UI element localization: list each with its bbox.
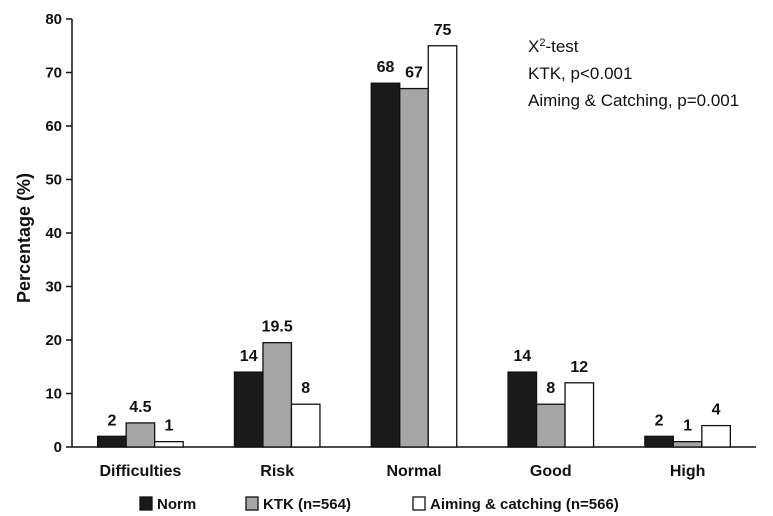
data-label: 2 <box>655 412 664 429</box>
bar <box>97 435 127 448</box>
x-category-label: Normal <box>386 463 441 480</box>
data-label: 4 <box>712 402 721 419</box>
y-tick-label: 50 <box>45 172 62 189</box>
bar <box>507 371 538 448</box>
data-label: 1 <box>683 418 692 435</box>
data-label: 4.5 <box>129 399 151 416</box>
data-label: 14 <box>240 348 258 365</box>
bar <box>564 382 595 448</box>
annotation-chi-symbol: X <box>528 37 539 56</box>
bar <box>427 45 458 448</box>
data-label: 1 <box>164 418 173 435</box>
y-tick-label: 20 <box>45 332 62 349</box>
annotation-test-label: -test <box>545 37 578 56</box>
y-axis-title: Percentage (%) <box>14 173 34 303</box>
y-tick-label: 40 <box>45 225 62 242</box>
legend-label: Aiming & catching (n=566) <box>430 496 619 513</box>
y-tick-label: 70 <box>45 65 62 82</box>
annotation-ktk-pvalue: KTK, p<0.001 <box>528 64 632 83</box>
legend-label: Norm <box>157 496 196 513</box>
y-tick-label: 10 <box>45 386 62 403</box>
bar <box>290 403 321 448</box>
legend-swatch <box>245 496 259 511</box>
y-tick-label: 60 <box>45 118 62 135</box>
data-label: 67 <box>405 65 423 82</box>
annotation-chi-superscript: 2 <box>539 37 545 49</box>
bar <box>644 435 674 448</box>
legend-swatch <box>412 496 426 511</box>
data-label: 68 <box>377 59 395 76</box>
data-label: 14 <box>513 348 531 365</box>
bars <box>97 45 731 448</box>
legend-label: KTK (n=564) <box>263 496 351 513</box>
data-label: 2 <box>107 412 116 429</box>
bar <box>701 424 731 448</box>
x-category-label: High <box>670 463 706 480</box>
bar <box>262 342 293 448</box>
chi-square-annotation: X2-test <box>528 37 579 56</box>
x-category-label: Risk <box>260 463 294 480</box>
y-tick-label: 30 <box>45 279 62 296</box>
legend-swatch <box>139 496 153 511</box>
legend: Norm KTK (n=564) Aiming & catching (n=566) <box>139 496 619 513</box>
data-label: 8 <box>301 380 310 397</box>
data-label: 12 <box>570 359 588 376</box>
x-category-label: Difficulties <box>100 463 182 480</box>
bar <box>125 422 156 448</box>
bar <box>672 440 703 448</box>
annotation-aiming-pvalue: Aiming & Catching, p=0.001 <box>528 91 739 110</box>
bar <box>535 403 566 448</box>
data-label: 75 <box>434 22 452 39</box>
y-tick-label: 0 <box>54 439 62 456</box>
data-label: 8 <box>546 380 555 397</box>
axes: 0 10 20 30 40 50 60 70 80 Difficulties Risk Normal G… <box>45 11 756 480</box>
data-label: 19.5 <box>262 319 293 336</box>
bar <box>233 371 264 448</box>
bar <box>399 87 429 448</box>
bar <box>153 440 184 448</box>
bar <box>370 82 401 448</box>
x-category-label: Good <box>530 463 572 480</box>
y-tick-label: 80 <box>45 11 62 28</box>
